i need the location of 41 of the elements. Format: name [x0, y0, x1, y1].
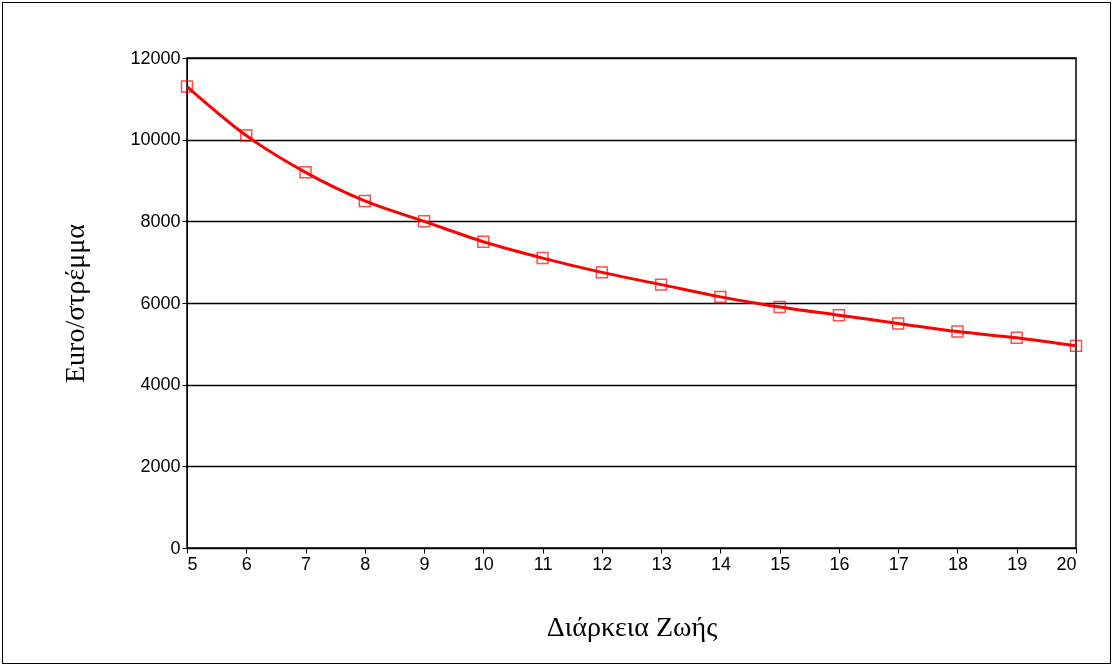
- x-tick-label: 14: [710, 553, 731, 574]
- y-tick-label: 8000: [140, 210, 181, 231]
- x-tick-label: 19: [1007, 553, 1028, 574]
- point: [477, 235, 490, 248]
- x-tick-label: 6: [241, 553, 252, 574]
- x-tick-label: 10: [473, 553, 494, 574]
- x-tick-label: 5: [187, 553, 198, 574]
- point: [891, 317, 905, 330]
- x-tick-label: 12: [592, 553, 613, 574]
- point: [595, 266, 609, 279]
- point: [299, 166, 312, 179]
- point: [240, 129, 253, 142]
- x-tick-label: 18: [947, 553, 968, 574]
- point: [654, 278, 668, 291]
- x-tick-label: 16: [829, 553, 850, 574]
- x-tick-label: 11: [533, 553, 553, 574]
- y-tick-label: 0: [170, 537, 181, 558]
- point: [417, 215, 431, 228]
- y-tick-label: 10000: [130, 129, 181, 150]
- point: [1069, 339, 1083, 353]
- x-tick-label: 20: [1056, 553, 1077, 574]
- y-tick-label: 6000: [140, 292, 181, 313]
- x-tick-label: 17: [888, 553, 909, 574]
- y-tick-label: 4000: [140, 374, 181, 395]
- point: [1010, 331, 1023, 344]
- x-tick-label: 7: [301, 553, 312, 574]
- y-axis-title: Euro/στρέμμα: [59, 223, 91, 383]
- x-tick-label: 8: [360, 553, 371, 574]
- point: [358, 194, 372, 208]
- point: [951, 325, 964, 338]
- point: [536, 251, 549, 265]
- y-tick-label: 2000: [140, 455, 181, 476]
- x-tick-label: 13: [651, 553, 672, 574]
- point: [180, 80, 194, 93]
- point: [832, 309, 846, 322]
- y-tick-label: 12000: [130, 47, 181, 68]
- point: [773, 300, 786, 314]
- x-tick-label: 9: [419, 553, 430, 574]
- x-tick-label: 15: [770, 553, 791, 574]
- point: [714, 290, 727, 304]
- x-axis-title: Διάρκεια Ζωής: [546, 610, 718, 642]
